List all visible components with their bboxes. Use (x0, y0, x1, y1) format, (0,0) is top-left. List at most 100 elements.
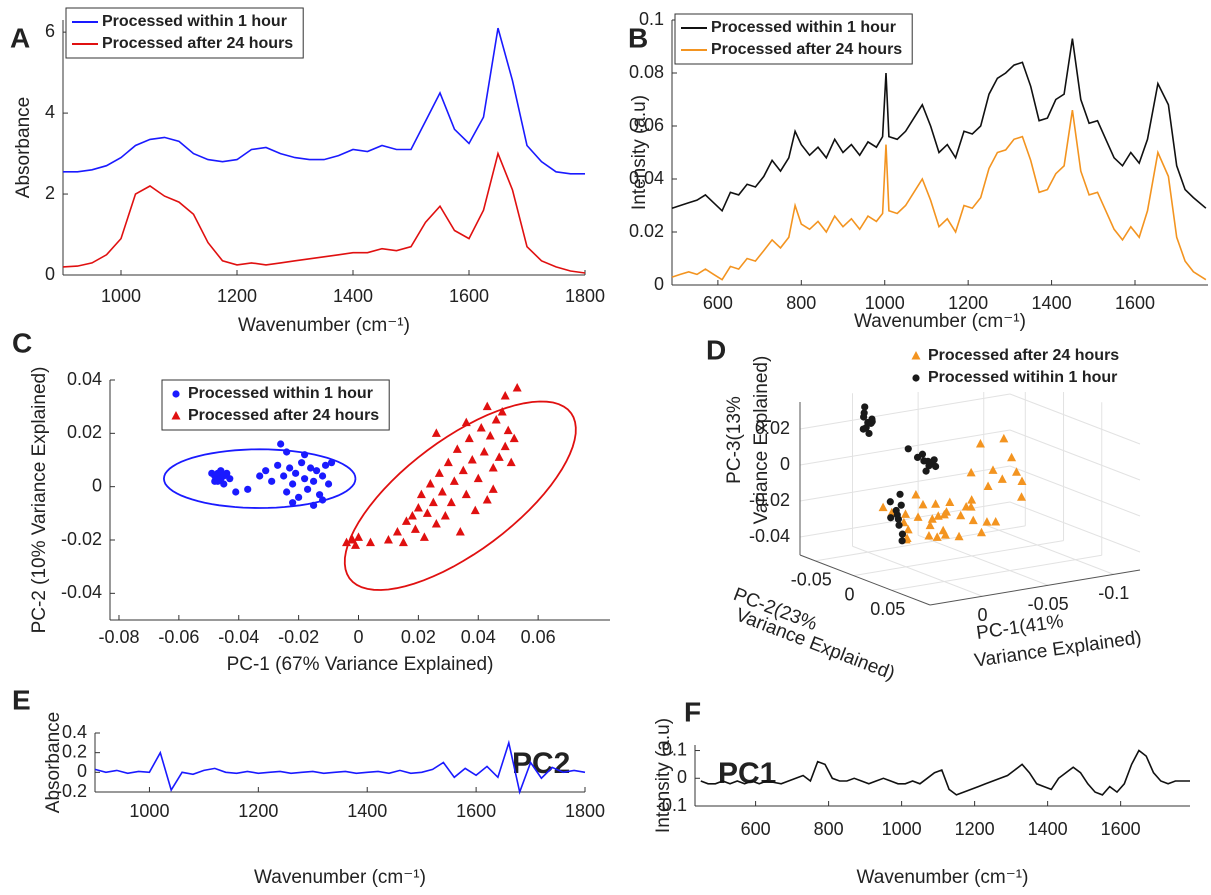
point (860, 409, 868, 417)
spectrum-line (94, 739, 586, 795)
x-tick-label: 1800 (565, 801, 605, 821)
point (301, 451, 309, 459)
x-tick-label: 1200 (955, 819, 995, 839)
x-tick-label: 1400 (1032, 293, 1072, 313)
x-tick-label: 600 (703, 293, 733, 313)
x-tick-label: 800 (786, 293, 816, 313)
point (861, 403, 869, 411)
spectrum-line (700, 749, 1190, 796)
y-tick-label: 0.04 (67, 369, 102, 389)
x-tick-label: 1000 (865, 293, 905, 313)
grid-line (1009, 465, 1141, 517)
point (214, 477, 222, 485)
y-tick-label: -0.2 (56, 781, 87, 801)
x-tick-label: -0.04 (218, 627, 259, 647)
point (976, 527, 986, 537)
point (289, 499, 297, 507)
point (455, 527, 465, 536)
point (1007, 452, 1017, 462)
x-tick-label: 1600 (449, 286, 489, 306)
point (1017, 476, 1027, 485)
x-axis-label: PC-1 (67% Variance Explained) (227, 654, 494, 675)
x-tick-label: -0.05 (1028, 594, 1069, 614)
grid-line (1009, 429, 1141, 481)
y-tick-label: 4 (45, 102, 55, 122)
point (967, 495, 977, 504)
panel-letter: A (10, 22, 30, 53)
point (954, 531, 964, 541)
point (898, 530, 907, 538)
point (903, 524, 913, 534)
point (482, 401, 492, 411)
x-axis-label: Wavenumber (cm⁻¹) (254, 867, 426, 888)
grid-line (799, 393, 1011, 430)
grid-line (1009, 501, 1141, 553)
legend: Processed after 24 hours Processed witihi… (902, 342, 1130, 392)
point (301, 475, 309, 483)
point (1017, 492, 1027, 501)
point (918, 450, 927, 458)
x-tick-label: 600 (741, 819, 771, 839)
point (348, 535, 358, 544)
point (289, 480, 297, 488)
x-tick-label: 0 (977, 605, 987, 625)
point (425, 479, 435, 488)
panel-letter: B (628, 22, 648, 53)
point (932, 532, 942, 541)
point (434, 468, 444, 477)
point (940, 530, 950, 539)
x-axis-label: Wavenumber (cm⁻¹) (857, 867, 1029, 888)
grid-line (891, 554, 1102, 591)
legend: Processed within 1 hour Processed after 2… (674, 13, 913, 65)
point (500, 391, 510, 400)
point (383, 535, 393, 544)
point (431, 519, 441, 528)
panel-letter: D (706, 334, 726, 365)
legend-label: Processed within 1 hour (102, 13, 287, 30)
point (933, 511, 943, 520)
point (461, 417, 471, 427)
point (898, 537, 906, 545)
x-tick-label: 1600 (1101, 819, 1141, 839)
point (999, 433, 1009, 443)
point (892, 506, 900, 515)
y-tick-label: -0.04 (61, 582, 102, 602)
legend-label: Processed within 1 hour (711, 19, 896, 36)
grid-line (983, 523, 1114, 575)
x-tick-label: 800 (814, 819, 844, 839)
x-tick-label: 1200 (217, 286, 257, 306)
y-tick-label: 0.04 (629, 168, 664, 188)
point (930, 456, 938, 464)
point (304, 485, 312, 493)
x-tick-label: 0.04 (461, 627, 496, 647)
y-tick-label: 0 (45, 264, 55, 284)
point (988, 465, 998, 474)
y-axis-label: Absorbance (43, 712, 64, 813)
x-tick-label: 1600 (456, 801, 496, 821)
point (931, 462, 940, 471)
y-axis-label: PC-2 (10% Variance Explained) (29, 367, 50, 634)
point (232, 488, 240, 496)
point (924, 531, 934, 540)
point (982, 517, 992, 526)
point (966, 467, 976, 477)
x-axis (929, 569, 1141, 606)
point (280, 472, 288, 480)
point (464, 433, 474, 443)
point (309, 477, 318, 485)
z-tick-label: -0.02 (749, 490, 790, 510)
point (431, 428, 441, 437)
grid-line (1009, 393, 1141, 445)
point (886, 498, 894, 506)
point (283, 488, 291, 496)
point (968, 515, 978, 525)
point (315, 491, 324, 499)
point (298, 459, 306, 467)
y-tick-label: 0 (677, 767, 687, 787)
panel-letter: C (12, 327, 32, 358)
annotation: PC2 (512, 747, 570, 780)
point (859, 425, 867, 433)
point (461, 489, 471, 499)
point (410, 524, 420, 533)
